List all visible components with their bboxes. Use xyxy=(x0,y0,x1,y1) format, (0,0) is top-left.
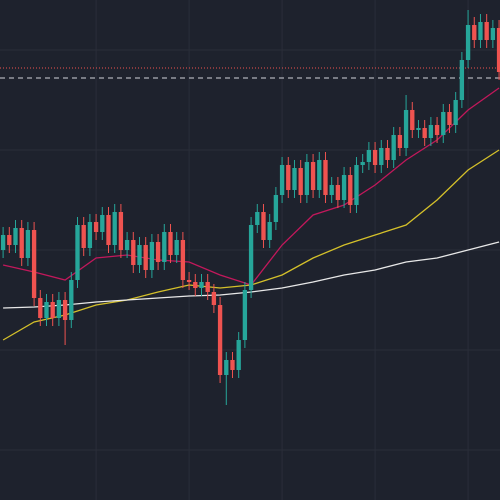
candle-body xyxy=(410,110,415,130)
candle-body xyxy=(242,290,248,340)
candle-body xyxy=(434,125,440,135)
candle-body xyxy=(25,230,31,258)
candle-body xyxy=(199,282,204,288)
candle-body xyxy=(248,225,254,290)
candle-body xyxy=(335,185,341,200)
candle-body xyxy=(81,225,86,248)
candle-body xyxy=(267,222,272,240)
candle-body xyxy=(211,292,217,305)
candle-body xyxy=(422,128,427,138)
candle-body xyxy=(230,360,235,370)
candle-body xyxy=(137,245,142,265)
candle-body xyxy=(292,168,297,190)
candle-body xyxy=(441,112,446,135)
candle-body xyxy=(87,222,93,248)
candle-body xyxy=(186,280,192,282)
candle-body xyxy=(236,340,241,370)
candle-body xyxy=(261,212,266,240)
candle-body xyxy=(298,168,303,195)
candle-body xyxy=(416,128,421,130)
candle-body xyxy=(13,228,18,245)
candle-body xyxy=(453,100,458,125)
candle-body xyxy=(273,195,279,222)
candle-body xyxy=(478,22,483,40)
candle-body xyxy=(490,28,496,40)
candle-body xyxy=(174,240,179,255)
candle-body xyxy=(217,305,223,375)
candle-body xyxy=(44,302,49,318)
candle-body xyxy=(131,240,136,265)
candle-body xyxy=(385,148,390,160)
candle-body xyxy=(143,245,148,270)
candle-body xyxy=(180,240,186,280)
candle-body xyxy=(255,212,260,225)
candle-body xyxy=(38,298,43,318)
candle-body xyxy=(205,282,210,292)
candle-body xyxy=(19,228,24,258)
candle-body xyxy=(459,60,465,100)
candle-body xyxy=(366,150,372,162)
candle-body xyxy=(124,240,130,250)
candle-body xyxy=(310,162,316,190)
candle-body xyxy=(472,25,477,40)
candle-body xyxy=(428,125,434,138)
candle-body xyxy=(447,112,452,125)
candle-body xyxy=(162,232,167,262)
candle-body xyxy=(465,25,471,60)
candle-body xyxy=(341,175,347,200)
candle-body xyxy=(279,165,285,195)
candle-body xyxy=(360,162,365,165)
candle-body xyxy=(317,160,322,190)
candle-body xyxy=(56,300,62,318)
candle-body xyxy=(379,148,384,165)
candle-body xyxy=(224,360,229,375)
candle-body xyxy=(112,212,117,245)
candle-body xyxy=(0,235,6,250)
candle-body xyxy=(304,162,310,195)
candle-body xyxy=(100,215,105,232)
candle-body xyxy=(155,242,161,262)
candle-body xyxy=(193,282,198,288)
candle-body xyxy=(323,160,328,195)
candle-body xyxy=(329,185,334,195)
candle-body xyxy=(50,302,55,318)
candle-body xyxy=(7,235,12,245)
candle-body xyxy=(62,300,68,320)
candle-body xyxy=(168,232,173,255)
candle-body xyxy=(93,222,99,232)
candle-body xyxy=(286,165,291,190)
candle-body xyxy=(372,150,378,165)
candle-body xyxy=(397,135,403,148)
candle-body xyxy=(118,212,124,250)
candle-body xyxy=(348,175,353,205)
candle-body xyxy=(75,225,80,280)
candle-body xyxy=(69,280,74,320)
candle-body xyxy=(149,242,155,270)
candle-body xyxy=(403,110,409,148)
candle-body xyxy=(484,22,489,40)
candle-body xyxy=(354,165,359,205)
candle-body xyxy=(106,215,111,245)
candle-body xyxy=(391,135,396,160)
candle-body xyxy=(31,230,37,298)
candle-body xyxy=(496,28,500,72)
